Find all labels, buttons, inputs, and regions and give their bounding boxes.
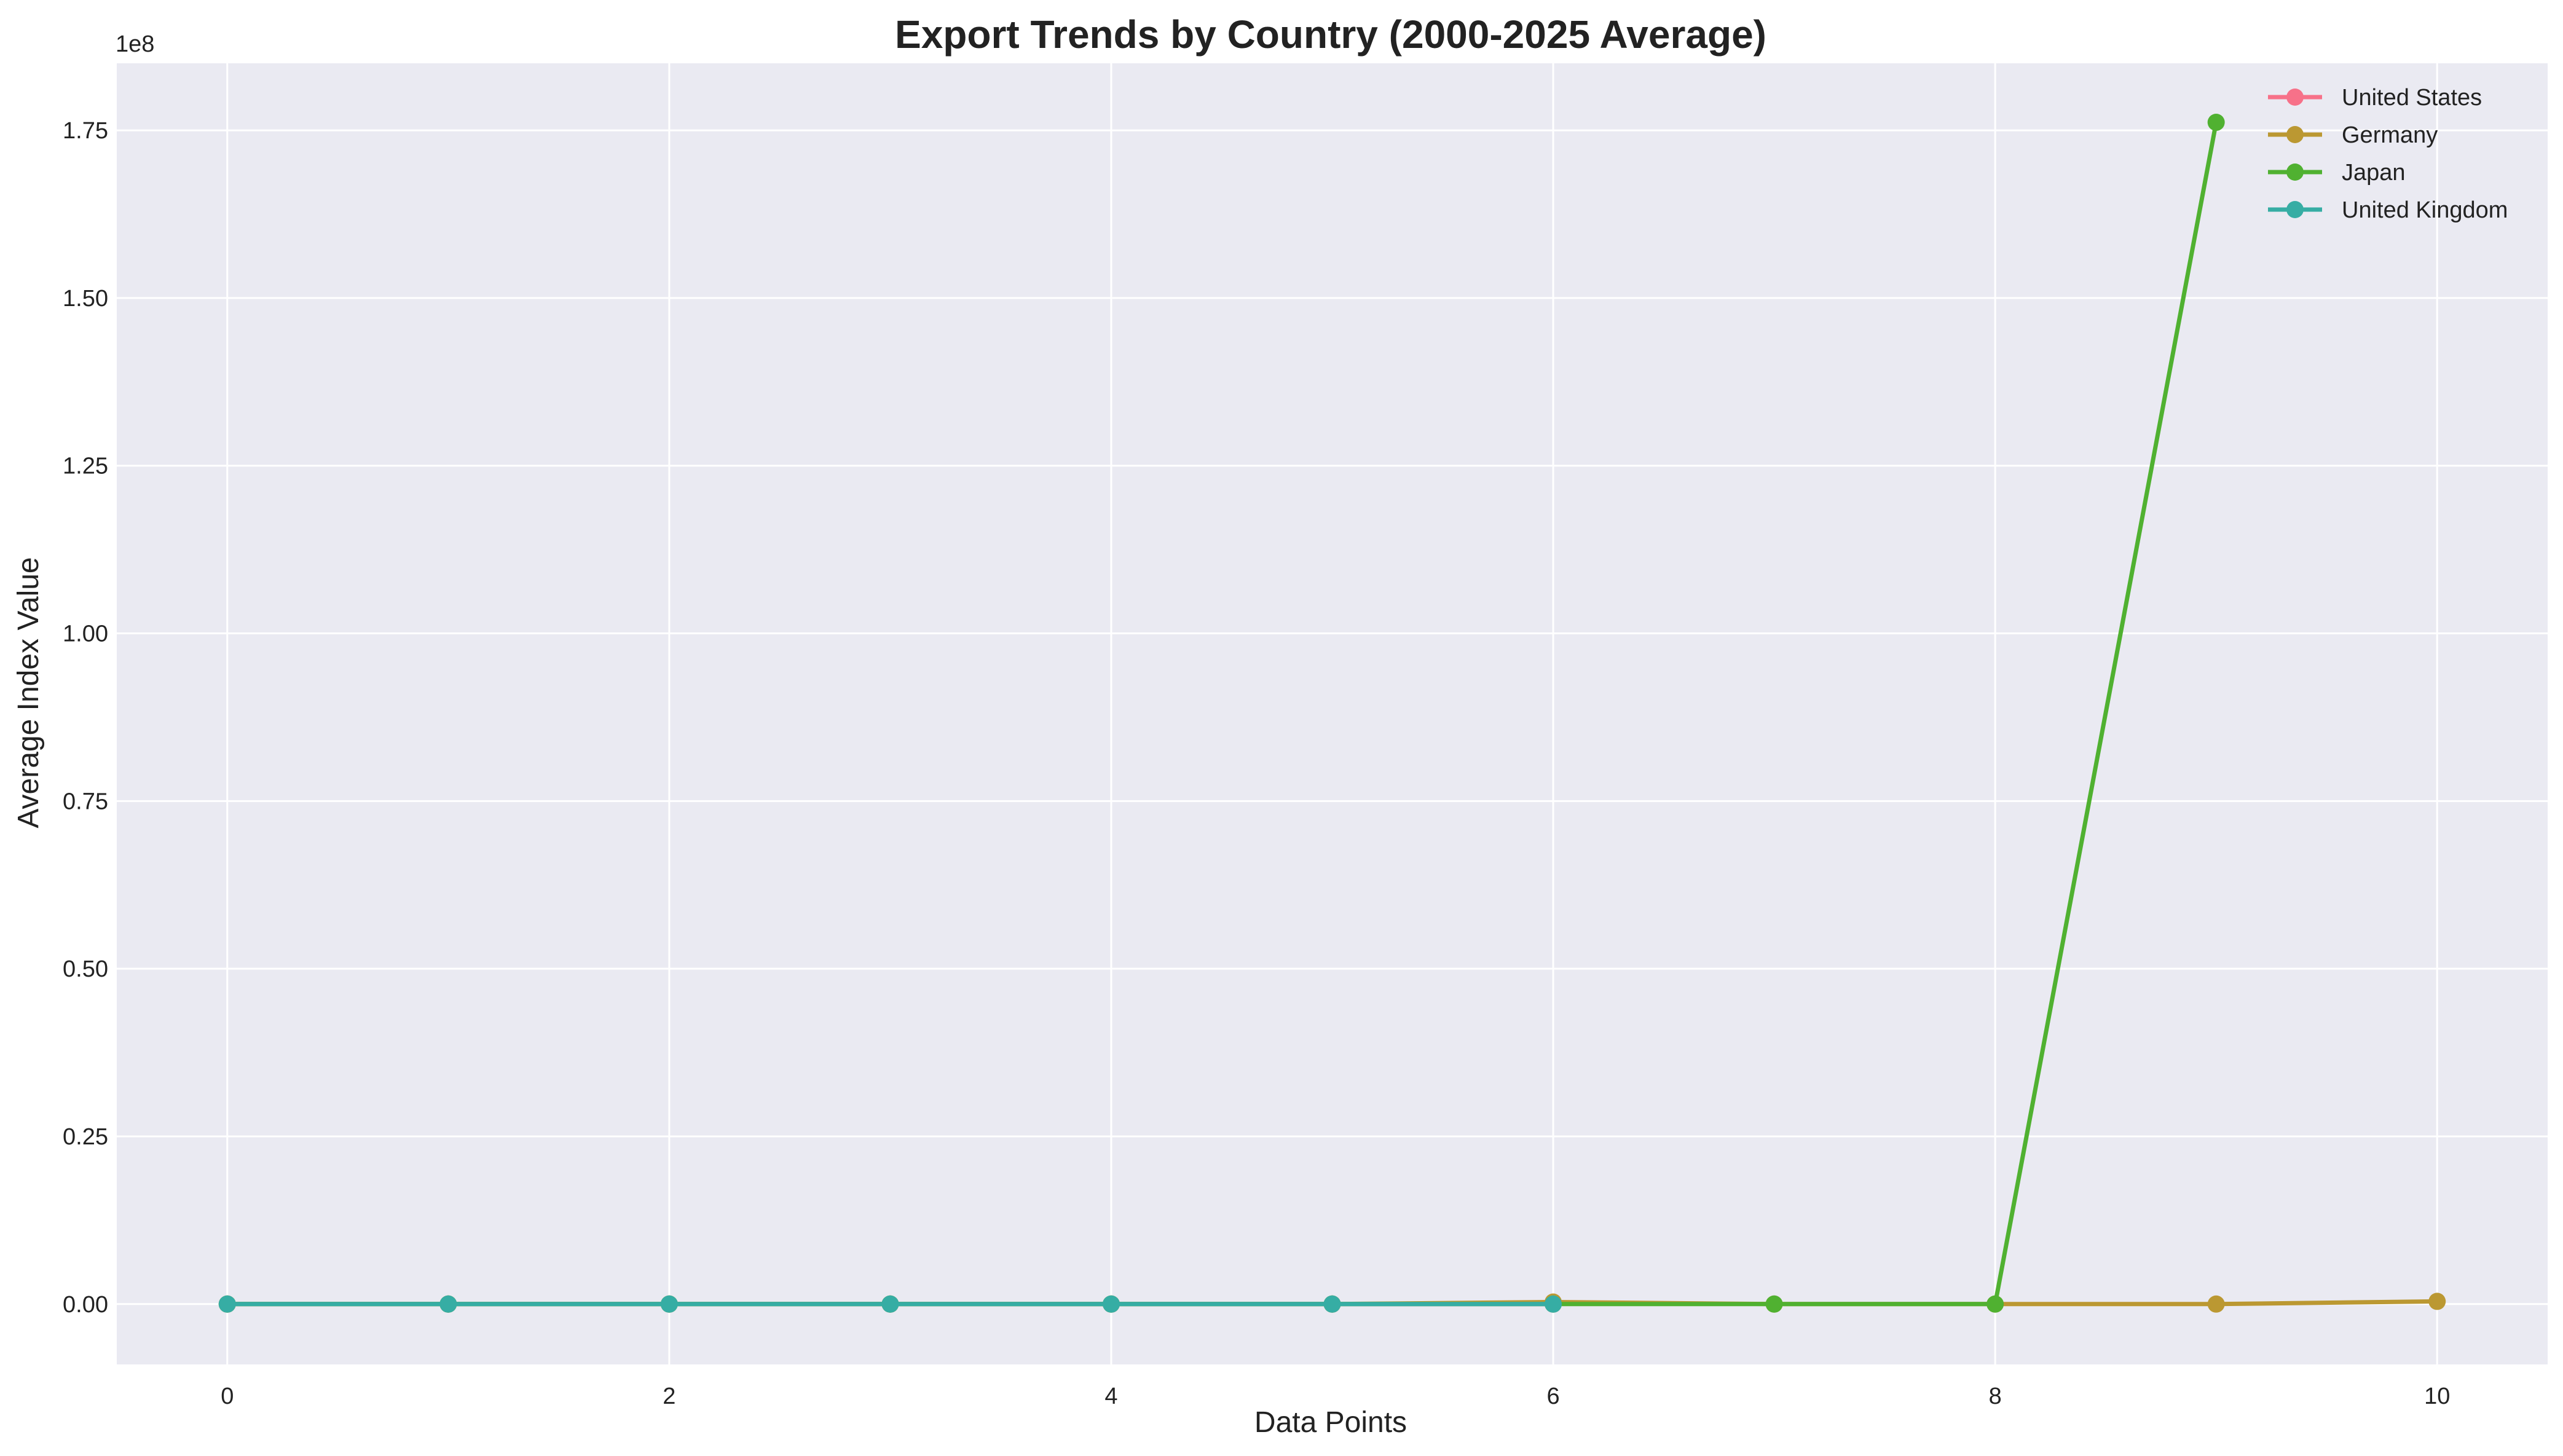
y-axis-label: Average Index Value: [12, 557, 45, 828]
legend-marker: [2286, 201, 2304, 218]
legend-marker: [2286, 89, 2304, 106]
legend-item-germany: Germany: [2268, 122, 2438, 148]
data-point-japan: [2207, 114, 2225, 132]
legend-item-united-states: United States: [2268, 85, 2482, 111]
y-tick-label: 0.50: [63, 956, 108, 982]
chart-title: Export Trends by Country (2000-2025 Aver…: [895, 12, 1766, 57]
plot-background: [117, 63, 2548, 1364]
legend: United States Germany Japan United Kingdom: [2268, 85, 2508, 223]
x-tick-label: 4: [1104, 1383, 1117, 1409]
y-axis-offset-label: 1e8: [116, 31, 154, 57]
x-axis-label: Data Points: [1254, 1406, 1407, 1439]
x-tick-label: 6: [1546, 1383, 1559, 1409]
data-point-united-kingdom: [1323, 1295, 1341, 1313]
y-tick-label: 0.75: [63, 789, 108, 814]
series-united-kingdom: [218, 1295, 1562, 1313]
y-tick-label: 1.50: [63, 286, 108, 312]
data-point-united-kingdom: [881, 1295, 899, 1313]
data-point-germany: [2207, 1295, 2225, 1313]
data-point-germany: [2428, 1293, 2446, 1310]
legend-label: United Kingdom: [2342, 197, 2508, 223]
legend-label: Germany: [2342, 122, 2438, 148]
series-layer: [218, 114, 2446, 1313]
plot-area: [117, 63, 2548, 1364]
legend-item-united-kingdom: United Kingdom: [2268, 197, 2508, 223]
y-axis-ticks: 0.00 0.25 0.50 0.75 1.00 1.25 1.50 1.75: [63, 118, 108, 1318]
legend-item-japan: Japan: [2268, 160, 2406, 186]
y-tick-label: 0.25: [63, 1124, 108, 1150]
data-point-japan: [1986, 1295, 2004, 1313]
data-point-united-kingdom: [218, 1295, 236, 1313]
data-point-united-kingdom: [439, 1295, 457, 1313]
y-tick-label: 1.00: [63, 621, 108, 647]
data-point-united-kingdom: [1102, 1295, 1120, 1313]
x-tick-label: 0: [221, 1383, 234, 1409]
data-point-united-kingdom: [660, 1295, 678, 1313]
legend-label: United States: [2342, 85, 2482, 111]
legend-label: Japan: [2342, 160, 2406, 186]
x-tick-label: 10: [2424, 1383, 2450, 1409]
grid-lines: [117, 63, 2548, 1364]
x-tick-label: 2: [663, 1383, 675, 1409]
data-point-japan: [1765, 1295, 1783, 1313]
legend-marker: [2286, 126, 2304, 143]
y-tick-label: 0.00: [63, 1292, 108, 1318]
y-tick-label: 1.25: [63, 454, 108, 479]
legend-marker: [2286, 163, 2304, 181]
y-tick-label: 1.75: [63, 118, 108, 144]
x-axis-ticks: 0 2 4 6 8 10: [221, 1383, 2450, 1409]
x-tick-label: 8: [1989, 1383, 2002, 1409]
data-point-united-kingdom: [1545, 1295, 1562, 1313]
